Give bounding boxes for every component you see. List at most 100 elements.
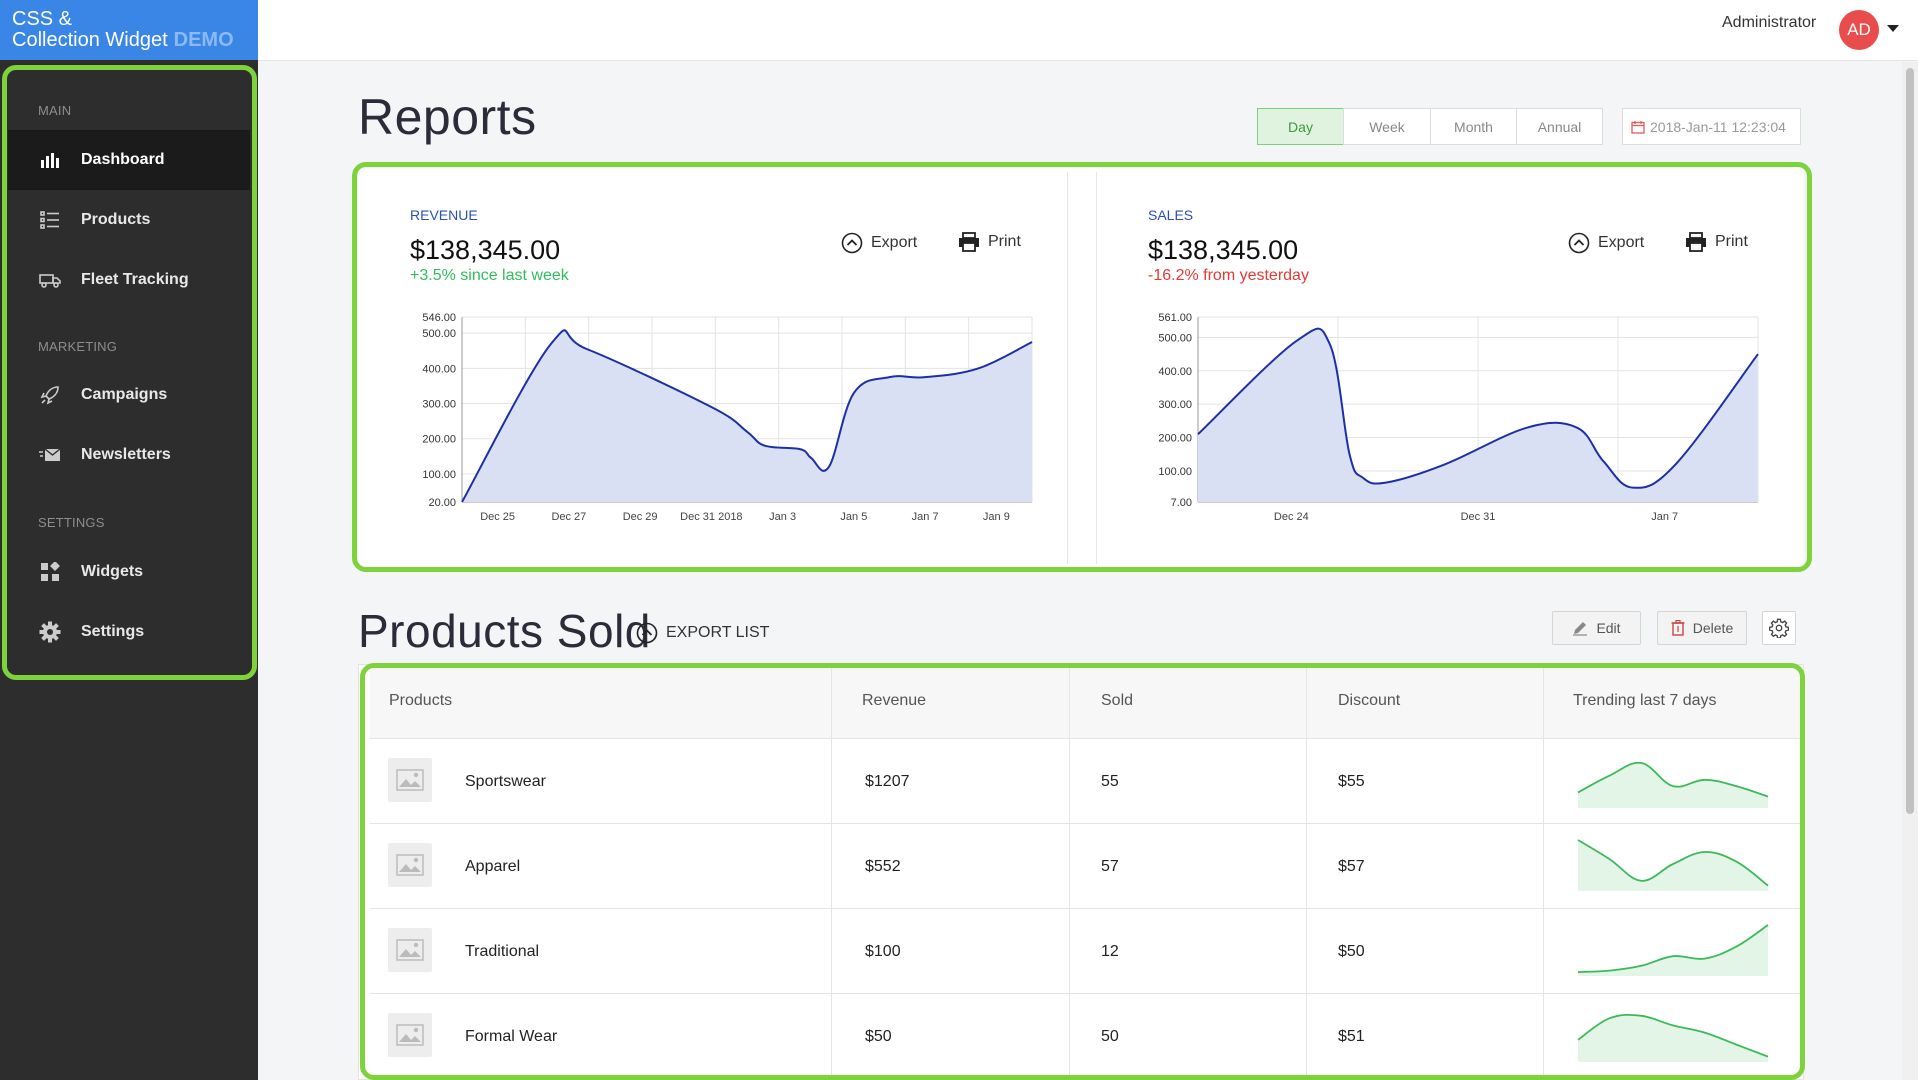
sales-print-button[interactable]: Print <box>1685 232 1748 252</box>
y-tick-label: 20.00 <box>428 497 456 509</box>
chevron-down-icon[interactable] <box>1887 25 1899 32</box>
export-icon <box>636 622 666 644</box>
product-discount: $57 <box>1338 858 1365 875</box>
y-tick-label: 200.00 <box>1158 433 1192 445</box>
range-month-button[interactable]: Month <box>1430 108 1517 145</box>
export-label: Export <box>871 234 918 251</box>
column-divider <box>1543 665 1544 1080</box>
column-header-trending[interactable]: Trending last 7 days <box>1573 692 1717 709</box>
sidebar-item-products[interactable]: Products <box>8 190 250 250</box>
product-revenue: $552 <box>865 858 901 875</box>
x-tick-label: Dec 27 <box>551 511 586 523</box>
product-name[interactable]: Traditional <box>465 943 540 960</box>
sales-value: $138,345.00 <box>1148 235 1299 265</box>
product-sold: 50 <box>1101 1028 1119 1045</box>
date-picker[interactable]: 2018-Jan-11 12:23:04 <box>1622 108 1801 145</box>
y-tick-label: 500.00 <box>1158 332 1192 344</box>
sidebar-item-widgets[interactable]: Widgets <box>8 542 250 602</box>
card-divider <box>1067 172 1068 564</box>
product-sold: 55 <box>1101 773 1119 790</box>
series-area <box>1198 328 1758 502</box>
row-divider <box>370 738 1802 739</box>
page-scrollbar[interactable] <box>1902 62 1918 1080</box>
sidebar-item-campaigns[interactable]: Campaigns <box>8 365 250 425</box>
product-discount: $51 <box>1338 1028 1365 1045</box>
gear-icon <box>1769 618 1789 638</box>
product-name[interactable]: Sportswear <box>465 773 546 790</box>
column-divider <box>1306 665 1307 1080</box>
print-icon <box>958 232 988 252</box>
section-label-marketing: MARKETING <box>38 339 118 354</box>
revenue-print-button[interactable]: Print <box>958 232 1021 252</box>
sales-chart: 561.00 500.00 400.00 300.00 200.00 100.00 7.00… <box>1158 312 1759 523</box>
product-name[interactable]: Formal Wear <box>465 1028 558 1045</box>
sidebar: CSS & Collection Widget DEMO MAIN Dashboa… <box>0 0 258 1080</box>
series-line <box>461 329 1033 503</box>
revenue-value: $138,345.00 <box>410 235 561 265</box>
export-icon <box>841 232 871 254</box>
scrollbar-thumb[interactable] <box>1906 68 1914 814</box>
revenue-chart: 546.00 500.00 400.00 300.00 200.00 100.00 20.0… <box>422 312 1033 523</box>
sparkline-line <box>1577 839 1769 887</box>
column-header-sold[interactable]: Sold <box>1101 692 1134 709</box>
card-divider <box>1096 172 1097 564</box>
sparkline-area <box>1578 762 1768 808</box>
product-name[interactable]: Apparel <box>465 858 521 875</box>
y-tick-label: 300.00 <box>422 399 456 411</box>
x-tick-label: Jan 7 <box>912 511 939 523</box>
image-icon <box>396 1024 424 1046</box>
print-icon <box>1685 232 1715 252</box>
series-area <box>462 330 1032 502</box>
series-line <box>1197 327 1759 489</box>
table-header-row <box>370 665 1802 739</box>
revenue-export-button[interactable]: Export <box>841 232 917 254</box>
sparkline-line <box>1577 761 1769 798</box>
brand-logo[interactable]: CSS & Collection Widget DEMO <box>0 0 258 60</box>
column-divider <box>831 665 832 1080</box>
sales-export-button[interactable]: Export <box>1568 232 1644 254</box>
x-tick-label: Dec 31 <box>1461 511 1496 523</box>
sidebar-item-label: Widgets <box>81 563 144 580</box>
sidebar-item-newsletters[interactable]: Newsletters <box>8 425 250 485</box>
image-icon <box>396 939 424 961</box>
column-header-discount[interactable]: Discount <box>1338 692 1401 709</box>
sidebar-item-label: Dashboard <box>81 151 165 168</box>
brand-name: Collection Widget <box>12 29 168 51</box>
sparkline-area <box>1578 840 1768 891</box>
truck-icon <box>38 268 62 292</box>
row-divider <box>370 993 1802 994</box>
export-list-button[interactable]: EXPORT LIST <box>636 622 769 644</box>
y-tick-label: 500.00 <box>422 328 456 340</box>
product-revenue: $100 <box>865 943 901 960</box>
trend-sparkline <box>1577 761 1769 808</box>
sidebar-item-dashboard[interactable]: Dashboard <box>8 130 250 190</box>
range-day-button[interactable]: Day <box>1257 108 1344 145</box>
date-value: 2018-Jan-11 12:23:04 <box>1650 118 1786 135</box>
brand-badge: DEMO <box>173 29 234 51</box>
edit-button[interactable]: Edit <box>1552 611 1641 645</box>
edit-label: Edit <box>1596 620 1621 636</box>
sidebar-item-label: Products <box>81 211 151 228</box>
table-settings-button[interactable] <box>1762 611 1796 645</box>
column-header-revenue[interactable]: Revenue <box>862 692 927 709</box>
y-tick-label: 400.00 <box>422 363 456 375</box>
sidebar-item-fleet-tracking[interactable]: Fleet Tracking <box>8 250 250 310</box>
delete-button[interactable]: Delete <box>1657 611 1747 645</box>
range-week-button[interactable]: Week <box>1343 108 1431 145</box>
sidebar-item-label: Fleet Tracking <box>81 271 189 288</box>
x-tick-label: Jan 3 <box>769 511 796 523</box>
sidebar-item-settings[interactable]: Settings <box>8 602 250 662</box>
product-image-placeholder <box>388 1013 432 1057</box>
avatar[interactable]: AD <box>1839 10 1879 50</box>
product-revenue: $50 <box>865 1028 892 1045</box>
delete-label: Delete <box>1692 620 1734 636</box>
product-revenue: $1207 <box>865 773 910 790</box>
gear-icon <box>38 620 62 644</box>
range-annual-button[interactable]: Annual <box>1516 108 1603 145</box>
x-tick-label: Jan 9 <box>983 511 1010 523</box>
product-sold: 12 <box>1101 943 1119 960</box>
user-name[interactable]: Administrator <box>1722 14 1817 31</box>
product-discount: $55 <box>1338 773 1365 790</box>
export-icon <box>1568 232 1598 254</box>
column-header-products[interactable]: Products <box>389 692 453 709</box>
